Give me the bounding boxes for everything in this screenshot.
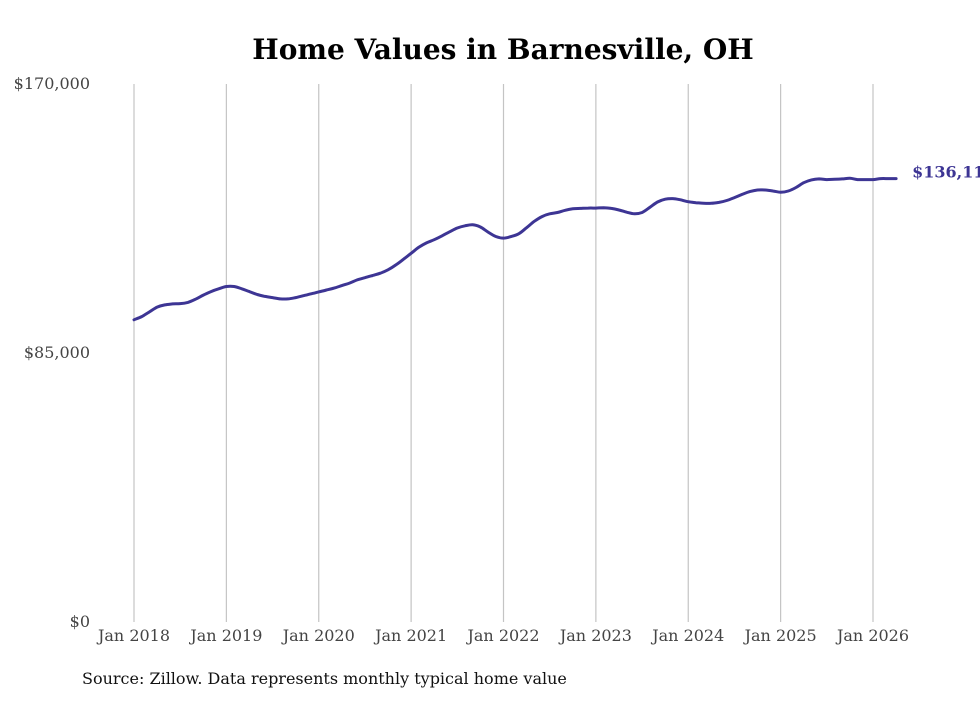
y-tick-label: $0 bbox=[70, 612, 90, 631]
x-tick-label: Jan 2021 bbox=[373, 626, 447, 645]
x-tick-label: Jan 2018 bbox=[96, 626, 170, 645]
x-tick-label: Jan 2023 bbox=[558, 626, 632, 645]
x-tick-label: Jan 2019 bbox=[188, 626, 262, 645]
x-tick-label: Jan 2020 bbox=[281, 626, 355, 645]
gridlines bbox=[133, 84, 874, 622]
end-value-label: $136,115 bbox=[912, 163, 980, 182]
x-tick-label: Jan 2025 bbox=[743, 626, 817, 645]
x-tick-label: Jan 2022 bbox=[465, 626, 539, 645]
y-tick-label: $170,000 bbox=[14, 74, 90, 93]
x-tick-label: Jan 2026 bbox=[835, 626, 909, 645]
y-tick-label: $85,000 bbox=[24, 343, 90, 362]
series-layer: $136,115 bbox=[132, 163, 980, 322]
source-note: Source: Zillow. Data represents monthly … bbox=[82, 669, 567, 688]
x-tick-label: Jan 2024 bbox=[650, 626, 724, 645]
x-axis-ticks: Jan 2018 Jan 2019 Jan 2020 Jan 2021 Jan 2022… bbox=[96, 626, 909, 645]
y-axis-ticks: $0 $85,000 $170,000 bbox=[14, 74, 90, 631]
chart-title: Home Values in Barnesville, OH bbox=[252, 33, 754, 66]
series-line bbox=[132, 176, 898, 322]
